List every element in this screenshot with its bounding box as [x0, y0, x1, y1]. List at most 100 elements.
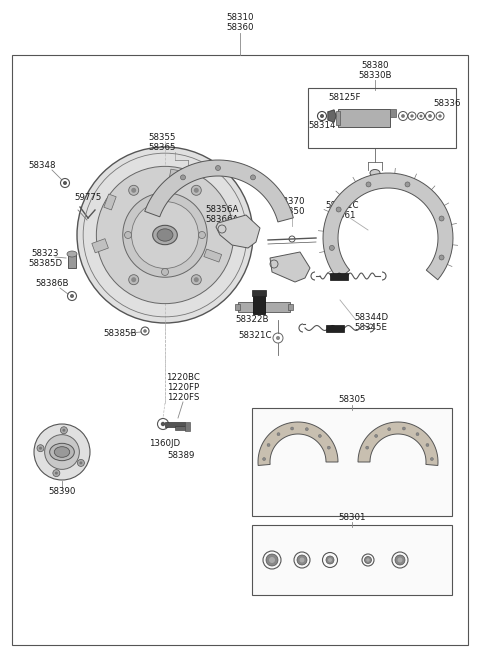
Text: 1360JD: 1360JD — [149, 438, 180, 447]
Bar — [238, 302, 290, 312]
Circle shape — [55, 472, 58, 475]
Bar — [175, 426, 187, 430]
Circle shape — [198, 231, 205, 238]
Circle shape — [263, 458, 265, 460]
Circle shape — [267, 443, 270, 447]
Circle shape — [266, 554, 278, 566]
Text: 58312A: 58312A — [252, 305, 285, 314]
Circle shape — [77, 147, 253, 323]
Circle shape — [53, 470, 60, 477]
Text: 58361: 58361 — [328, 210, 356, 219]
Circle shape — [132, 202, 198, 269]
Bar — [104, 194, 116, 210]
Polygon shape — [144, 160, 293, 222]
Circle shape — [305, 428, 308, 430]
Bar — [336, 111, 340, 125]
Bar — [253, 294, 265, 314]
Circle shape — [161, 269, 168, 276]
Circle shape — [79, 461, 83, 464]
Polygon shape — [328, 110, 336, 122]
Circle shape — [62, 429, 65, 432]
Bar — [308, 88, 456, 148]
Circle shape — [269, 557, 275, 563]
Circle shape — [318, 434, 321, 438]
Text: 58301: 58301 — [338, 512, 366, 521]
Bar — [390, 109, 396, 117]
Circle shape — [420, 115, 422, 117]
Circle shape — [388, 428, 391, 430]
Polygon shape — [216, 215, 260, 248]
Text: 58310: 58310 — [226, 14, 254, 22]
Circle shape — [329, 246, 335, 250]
Circle shape — [327, 446, 330, 449]
Text: 58390: 58390 — [48, 487, 76, 496]
Text: 58386B: 58386B — [35, 278, 69, 288]
Circle shape — [161, 195, 168, 202]
Bar — [204, 249, 222, 262]
Text: 58330B: 58330B — [358, 71, 392, 79]
Circle shape — [96, 166, 234, 304]
Bar — [68, 254, 76, 268]
Circle shape — [410, 115, 414, 118]
Text: 58321C: 58321C — [239, 331, 272, 341]
Circle shape — [194, 277, 199, 282]
Circle shape — [375, 434, 378, 438]
Circle shape — [366, 558, 370, 562]
Circle shape — [63, 181, 67, 185]
Text: 58366A: 58366A — [205, 215, 239, 225]
Text: 58360: 58360 — [226, 24, 254, 33]
Bar — [330, 273, 348, 280]
Text: 58311C: 58311C — [325, 200, 359, 210]
Text: 1220FS: 1220FS — [167, 394, 199, 403]
Circle shape — [416, 433, 419, 436]
Ellipse shape — [50, 443, 74, 460]
Circle shape — [397, 557, 403, 563]
Text: 58385D: 58385D — [28, 259, 62, 267]
Text: 58370: 58370 — [277, 198, 305, 206]
Text: 58314: 58314 — [308, 121, 336, 130]
Text: 58323: 58323 — [31, 248, 59, 257]
Polygon shape — [270, 252, 310, 282]
Text: 58355: 58355 — [148, 134, 176, 143]
Circle shape — [124, 231, 132, 238]
Text: 58356A: 58356A — [205, 206, 239, 214]
Text: 58348: 58348 — [28, 160, 56, 170]
Circle shape — [439, 216, 444, 221]
Circle shape — [131, 277, 136, 282]
Bar — [165, 422, 185, 427]
Circle shape — [405, 182, 410, 187]
Circle shape — [320, 114, 324, 118]
Circle shape — [143, 329, 147, 333]
Bar — [252, 290, 266, 296]
Circle shape — [37, 445, 44, 452]
Polygon shape — [323, 173, 453, 280]
Ellipse shape — [54, 447, 70, 457]
Circle shape — [290, 427, 294, 430]
Circle shape — [328, 558, 332, 562]
Text: 58345E: 58345E — [355, 324, 387, 333]
Polygon shape — [258, 422, 338, 466]
Circle shape — [45, 435, 79, 470]
Bar — [169, 169, 179, 180]
Text: 58365: 58365 — [148, 143, 176, 153]
Text: 58385B: 58385B — [103, 329, 137, 337]
Circle shape — [366, 446, 369, 449]
Circle shape — [180, 175, 185, 180]
Circle shape — [300, 557, 304, 563]
Text: 1220FP: 1220FP — [167, 383, 199, 392]
Circle shape — [395, 555, 405, 565]
Circle shape — [129, 274, 139, 285]
Circle shape — [364, 557, 372, 563]
Text: 58350: 58350 — [277, 208, 305, 217]
Bar — [185, 422, 190, 431]
Circle shape — [216, 166, 220, 170]
Bar — [326, 325, 344, 332]
Circle shape — [129, 185, 139, 195]
Text: 1220BC: 1220BC — [166, 373, 200, 383]
Bar — [235, 304, 240, 310]
Text: 58341A: 58341A — [358, 179, 392, 187]
Text: 58305: 58305 — [338, 396, 366, 405]
Text: 59775: 59775 — [74, 193, 102, 202]
Circle shape — [34, 424, 90, 480]
Circle shape — [401, 114, 405, 118]
